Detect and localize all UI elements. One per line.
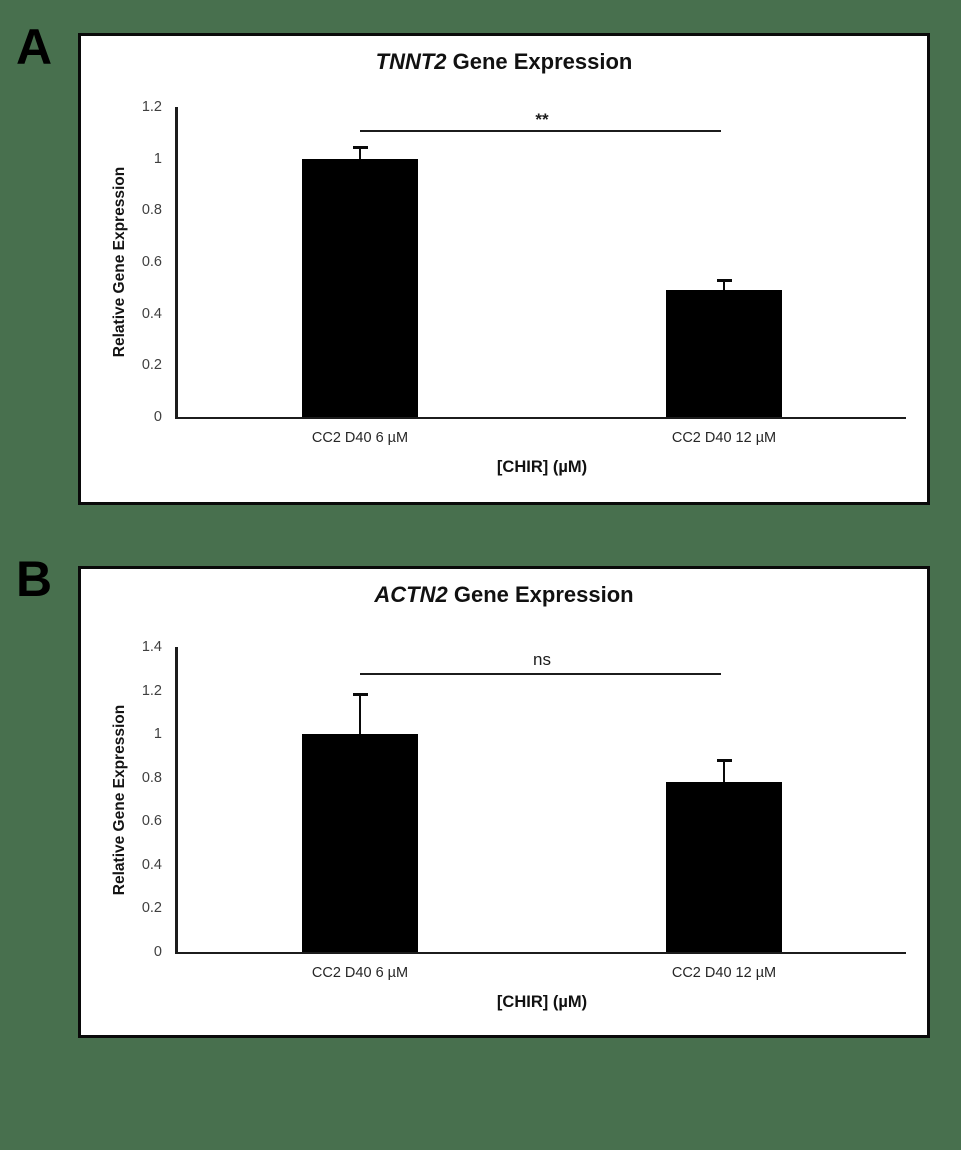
chart-title: TNNT2 Gene Expression <box>81 49 927 75</box>
y-tick-label: 1 <box>153 726 162 743</box>
category-label: CC2 D40 6 µM <box>311 430 409 446</box>
category-label: CC2 D40 6 µM <box>311 965 409 981</box>
error-bar <box>723 760 725 783</box>
y-tick-label: 0.8 <box>141 769 162 786</box>
chart-title-rest: Gene Expression <box>447 582 634 607</box>
significance-label: ns <box>533 650 551 670</box>
error-bar-cap <box>352 145 368 149</box>
bar <box>302 734 418 952</box>
plot-area: Relative Gene Expression 0 0.2 0.4 0.6 0.8 1 1… <box>111 639 906 1011</box>
y-tick-label: 0.2 <box>141 357 162 374</box>
y-tick-label: 0.2 <box>141 900 162 917</box>
panel-a: TNNT2 Gene Expression Relative Gene Expr… <box>78 33 930 505</box>
y-tick-label: 0.4 <box>141 856 162 873</box>
y-tick-label: 0.4 <box>141 305 162 322</box>
chart-title-gene: ACTN2 <box>374 582 448 607</box>
panel-letter-a: A <box>16 19 52 75</box>
y-tick-label: 1.4 <box>141 639 162 655</box>
significance-line <box>360 130 722 133</box>
y-tick-label: 0 <box>153 409 162 425</box>
panel-b: ACTN2 Gene Expression Relative Gene Expr… <box>78 566 930 1038</box>
y-tick-label: 1.2 <box>141 99 162 115</box>
bar <box>666 290 782 417</box>
panel-letter-b: B <box>16 551 52 607</box>
y-tick-label: 0.8 <box>141 202 162 219</box>
plot-area: Relative Gene Expression 0 0.2 0.4 0.6 0.8 1 1… <box>111 99 906 476</box>
bar <box>302 158 418 417</box>
chart-title-rest: Gene Expression <box>446 49 633 74</box>
significance-label: ** <box>535 110 549 130</box>
y-tick-label: 0.6 <box>141 813 162 830</box>
error-bar <box>359 694 361 735</box>
category-label: CC2 D40 12 µM <box>671 965 777 981</box>
category-label: CC2 D40 12 µM <box>671 430 777 446</box>
significance-line <box>360 673 722 676</box>
y-tick-label: 1 <box>153 150 162 167</box>
error-bar-cap <box>716 278 732 282</box>
x-axis-title: [CHIR] (µM) <box>496 993 588 1011</box>
error-bar-cap <box>352 693 368 697</box>
y-tick-label: 0.6 <box>141 254 162 270</box>
y-tick-label: 1.2 <box>141 682 162 699</box>
bar <box>666 782 782 952</box>
error-bar <box>359 147 361 159</box>
x-axis-title: [CHIR] (µM) <box>496 458 588 476</box>
error-bar <box>723 280 725 291</box>
chart-title-gene: TNNT2 <box>375 49 447 74</box>
y-tick-label: 0 <box>153 944 162 960</box>
chart-title: ACTN2 Gene Expression <box>81 582 927 608</box>
error-bar-cap <box>716 758 732 762</box>
